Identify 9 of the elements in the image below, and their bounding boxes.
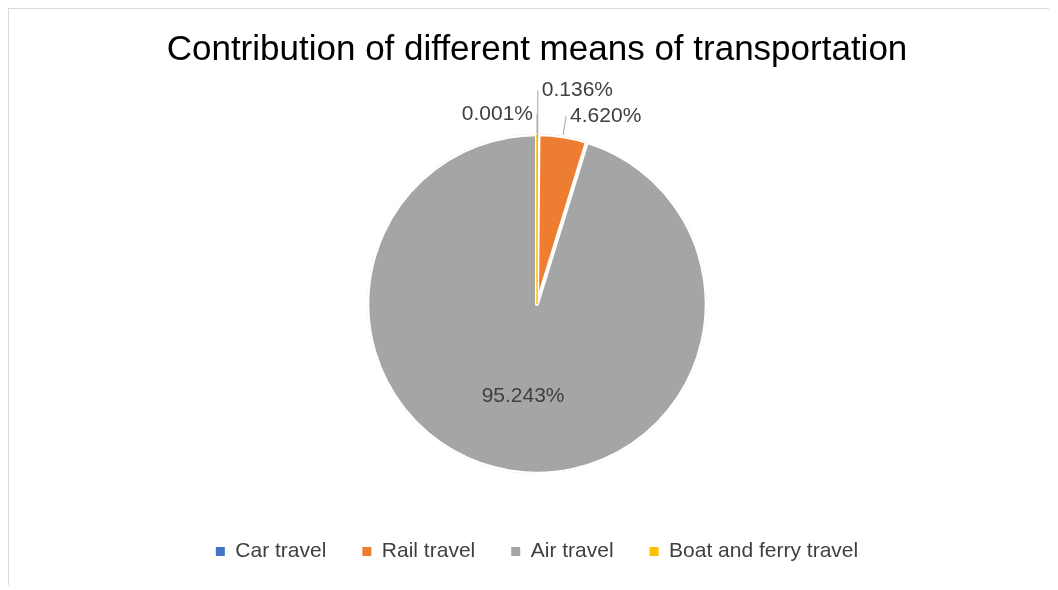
data-label: 95.243%: [481, 383, 565, 407]
chart-title: Contribution of different means of transportation: [166, 27, 908, 67]
legend-label: Boat and ferry travel: [669, 538, 859, 562]
data-label: 0.001%: [461, 100, 533, 124]
data-label: 4.620%: [570, 103, 642, 127]
legend-label: Air travel: [530, 538, 614, 562]
legend-label: Car travel: [235, 538, 327, 562]
data-label: 0.136%: [541, 77, 614, 101]
legend-label: Rail travel: [381, 538, 476, 562]
